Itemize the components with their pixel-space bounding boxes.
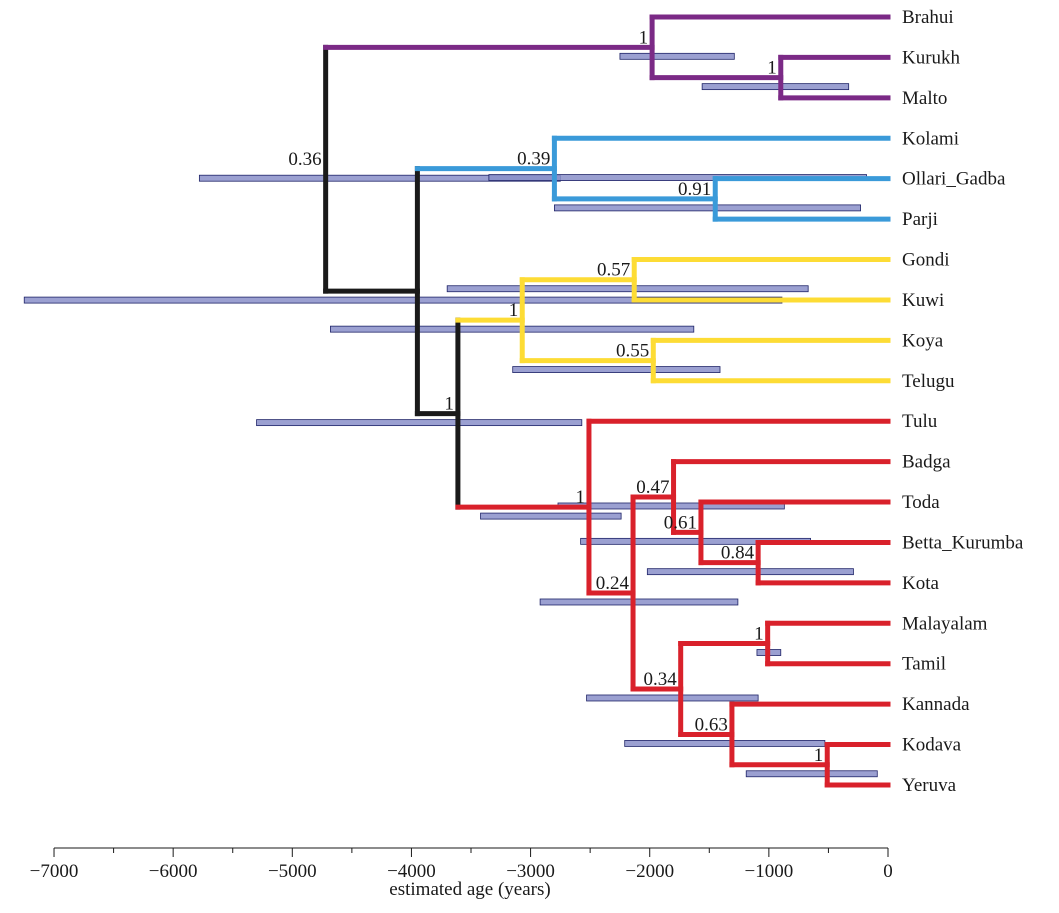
- support-label-N_km: 1: [767, 58, 777, 79]
- support-label-N_mt: 1: [754, 624, 764, 645]
- tree-branches: [323, 14, 891, 788]
- support-label-N_op: 0.91: [678, 179, 711, 200]
- ci-bar-N_km: [701, 83, 850, 91]
- ci-bar-N_gk: [446, 285, 809, 293]
- leaf-label-kodava: Kodava: [902, 735, 962, 756]
- x-tick-label: −3000: [506, 861, 555, 882]
- x-tick-label: −5000: [268, 861, 317, 882]
- support-label-S2: 0.24: [596, 573, 630, 594]
- leaf-label-tulu: Tulu: [902, 411, 938, 432]
- x-tick-label: −2000: [625, 861, 674, 882]
- support-label-N_bk: 0.84: [721, 543, 755, 564]
- support-label-C3: 1: [444, 394, 454, 415]
- ci-bar-S2: [539, 598, 739, 606]
- node-support-labels: 0.36 1 1 0.39 0.91 1 1 0.57 0.55 1 0.24 0.47 0.61 0.8…: [288, 27, 823, 765]
- ci-bar-N_op: [554, 204, 861, 212]
- ci-bar-N_north: [619, 52, 735, 60]
- x-tick-label: −7000: [30, 861, 79, 882]
- support-label-N_gk: 0.57: [597, 260, 630, 281]
- leaf-label-kannada: Kannada: [902, 694, 970, 715]
- x-tick-label: −1000: [745, 861, 794, 882]
- ci-bar-N_south: [480, 512, 622, 520]
- leaf-label-tamil: Tamil: [902, 654, 946, 675]
- leaf-label-brahui: Brahui: [902, 7, 954, 28]
- leaf-label-gondi: Gondi: [902, 250, 950, 271]
- support-label-N_central: 0.39: [517, 149, 550, 170]
- leaf-label-koya: Koya: [902, 330, 944, 351]
- leaf-label-kurukh: Kurukh: [902, 47, 961, 68]
- ci-bar-N_bk: [646, 568, 854, 576]
- ci-bar-N_st: [586, 694, 759, 702]
- support-label-N_north: 1: [639, 27, 649, 48]
- leaf-label-yeruva: Yeruva: [902, 775, 957, 796]
- leaf-label-kota: Kota: [902, 573, 940, 594]
- support-label-N_south: 1: [575, 487, 585, 508]
- leaf-label-kuwi: Kuwi: [902, 290, 944, 311]
- x-axis-ticks: −7000 −6000 −5000 −4000 −3000 −2000 −1000 0: [30, 848, 893, 882]
- leaf-label-parji: Parji: [902, 209, 938, 230]
- x-axis-title: estimated age (years): [389, 879, 550, 900]
- support-label-N_sc: 1: [509, 300, 519, 321]
- x-tick-label: −4000: [387, 861, 436, 882]
- leaf-label-malto: Malto: [902, 88, 947, 109]
- leaf-label-toda: Toda: [902, 492, 940, 513]
- x-tick-label: 0: [883, 861, 893, 882]
- support-label-N_kt: 0.55: [616, 341, 649, 362]
- leaf-label-telugu: Telugu: [902, 371, 955, 392]
- leaf-label-badga: Badga: [902, 452, 951, 473]
- support-label-N_kky: 0.63: [695, 714, 728, 735]
- ci-bar-N_kky: [624, 740, 826, 747]
- x-axis: −7000 −6000 −5000 −4000 −3000 −2000 −1000 0 est…: [30, 847, 893, 900]
- ci-bar-N_kt: [512, 366, 721, 373]
- ci-bar-N_sc: [330, 325, 695, 333]
- leaf-label-kolami: Kolami: [902, 128, 959, 149]
- leaf-labels: Brahui Kurukh Malto Kolami Ollari_Gadba Parji…: [902, 7, 1024, 796]
- support-label-root: 0.36: [288, 149, 321, 170]
- leaf-label-ollari-gadba: Ollari_Gadba: [902, 169, 1006, 190]
- ci-bar-C3: [256, 419, 583, 427]
- support-label-N_ky: 1: [814, 745, 824, 766]
- support-label-N_sd: 0.47: [636, 477, 669, 498]
- x-tick-label: −6000: [149, 861, 198, 882]
- ci-bar-N_ky: [745, 770, 878, 778]
- leaf-label-malayalam: Malayalam: [902, 613, 988, 634]
- support-label-N_st: 0.34: [643, 669, 677, 690]
- support-label-N_tbk: 0.61: [664, 512, 697, 533]
- leaf-label-betta-kurumba: Betta_Kurumba: [902, 532, 1024, 553]
